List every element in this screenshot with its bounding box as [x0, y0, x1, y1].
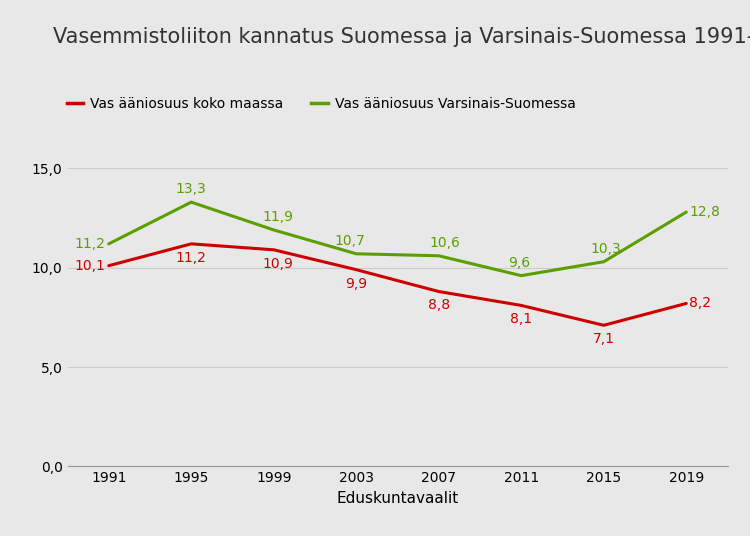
Text: 10,1: 10,1 — [75, 259, 106, 273]
Vas ääniosuus koko maassa — [352, 266, 361, 273]
Text: 13,3: 13,3 — [176, 182, 206, 196]
Text: 10,6: 10,6 — [430, 236, 460, 250]
Text: 9,9: 9,9 — [345, 277, 368, 291]
Text: 9,6: 9,6 — [509, 256, 530, 270]
Vas ääniosuus koko maassa — [269, 247, 278, 253]
Vas ääniosuus Varsinais-Suomessa — [517, 272, 526, 279]
Text: 10,9: 10,9 — [262, 257, 293, 271]
Vas ääniosuus Varsinais-Suomessa — [434, 252, 443, 259]
Text: 10,7: 10,7 — [334, 234, 365, 248]
Vas ääniosuus koko maassa — [104, 263, 113, 269]
Text: 11,2: 11,2 — [75, 237, 106, 251]
Vas ääniosuus koko maassa — [434, 288, 443, 295]
Line: Vas ääniosuus Varsinais-Suomessa: Vas ääniosuus Varsinais-Suomessa — [109, 202, 686, 276]
Vas ääniosuus Varsinais-Suomessa — [187, 199, 196, 205]
Text: 11,9: 11,9 — [262, 210, 293, 224]
Text: 11,2: 11,2 — [176, 251, 207, 265]
Vas ääniosuus Varsinais-Suomessa — [599, 258, 608, 265]
Vas ääniosuus Varsinais-Suomessa — [269, 227, 278, 233]
Text: 10,3: 10,3 — [590, 242, 621, 256]
Text: 8,2: 8,2 — [689, 296, 711, 310]
Vas ääniosuus Varsinais-Suomessa — [104, 241, 113, 247]
Vas ääniosuus Varsinais-Suomessa — [352, 250, 361, 257]
Text: 12,8: 12,8 — [689, 205, 720, 219]
Line: Vas ääniosuus koko maassa: Vas ääniosuus koko maassa — [109, 244, 686, 325]
Vas ääniosuus koko maassa — [187, 241, 196, 247]
Vas ääniosuus Varsinais-Suomessa — [682, 209, 691, 215]
Text: 8,1: 8,1 — [510, 312, 532, 326]
Vas ääniosuus koko maassa — [682, 300, 691, 307]
Vas ääniosuus koko maassa — [599, 322, 608, 329]
Text: Vasemmistoliiton kannatus Suomessa ja Varsinais-Suomessa 1991–2019: Vasemmistoliiton kannatus Suomessa ja Va… — [53, 27, 750, 47]
Text: 8,8: 8,8 — [427, 299, 450, 312]
Text: 7,1: 7,1 — [592, 332, 615, 346]
X-axis label: Eduskuntavaalit: Eduskuntavaalit — [336, 491, 458, 506]
Vas ääniosuus koko maassa — [517, 302, 526, 309]
Legend: Vas ääniosuus koko maassa, Vas ääniosuus Varsinais-Suomessa: Vas ääniosuus koko maassa, Vas ääniosuus… — [62, 92, 581, 117]
